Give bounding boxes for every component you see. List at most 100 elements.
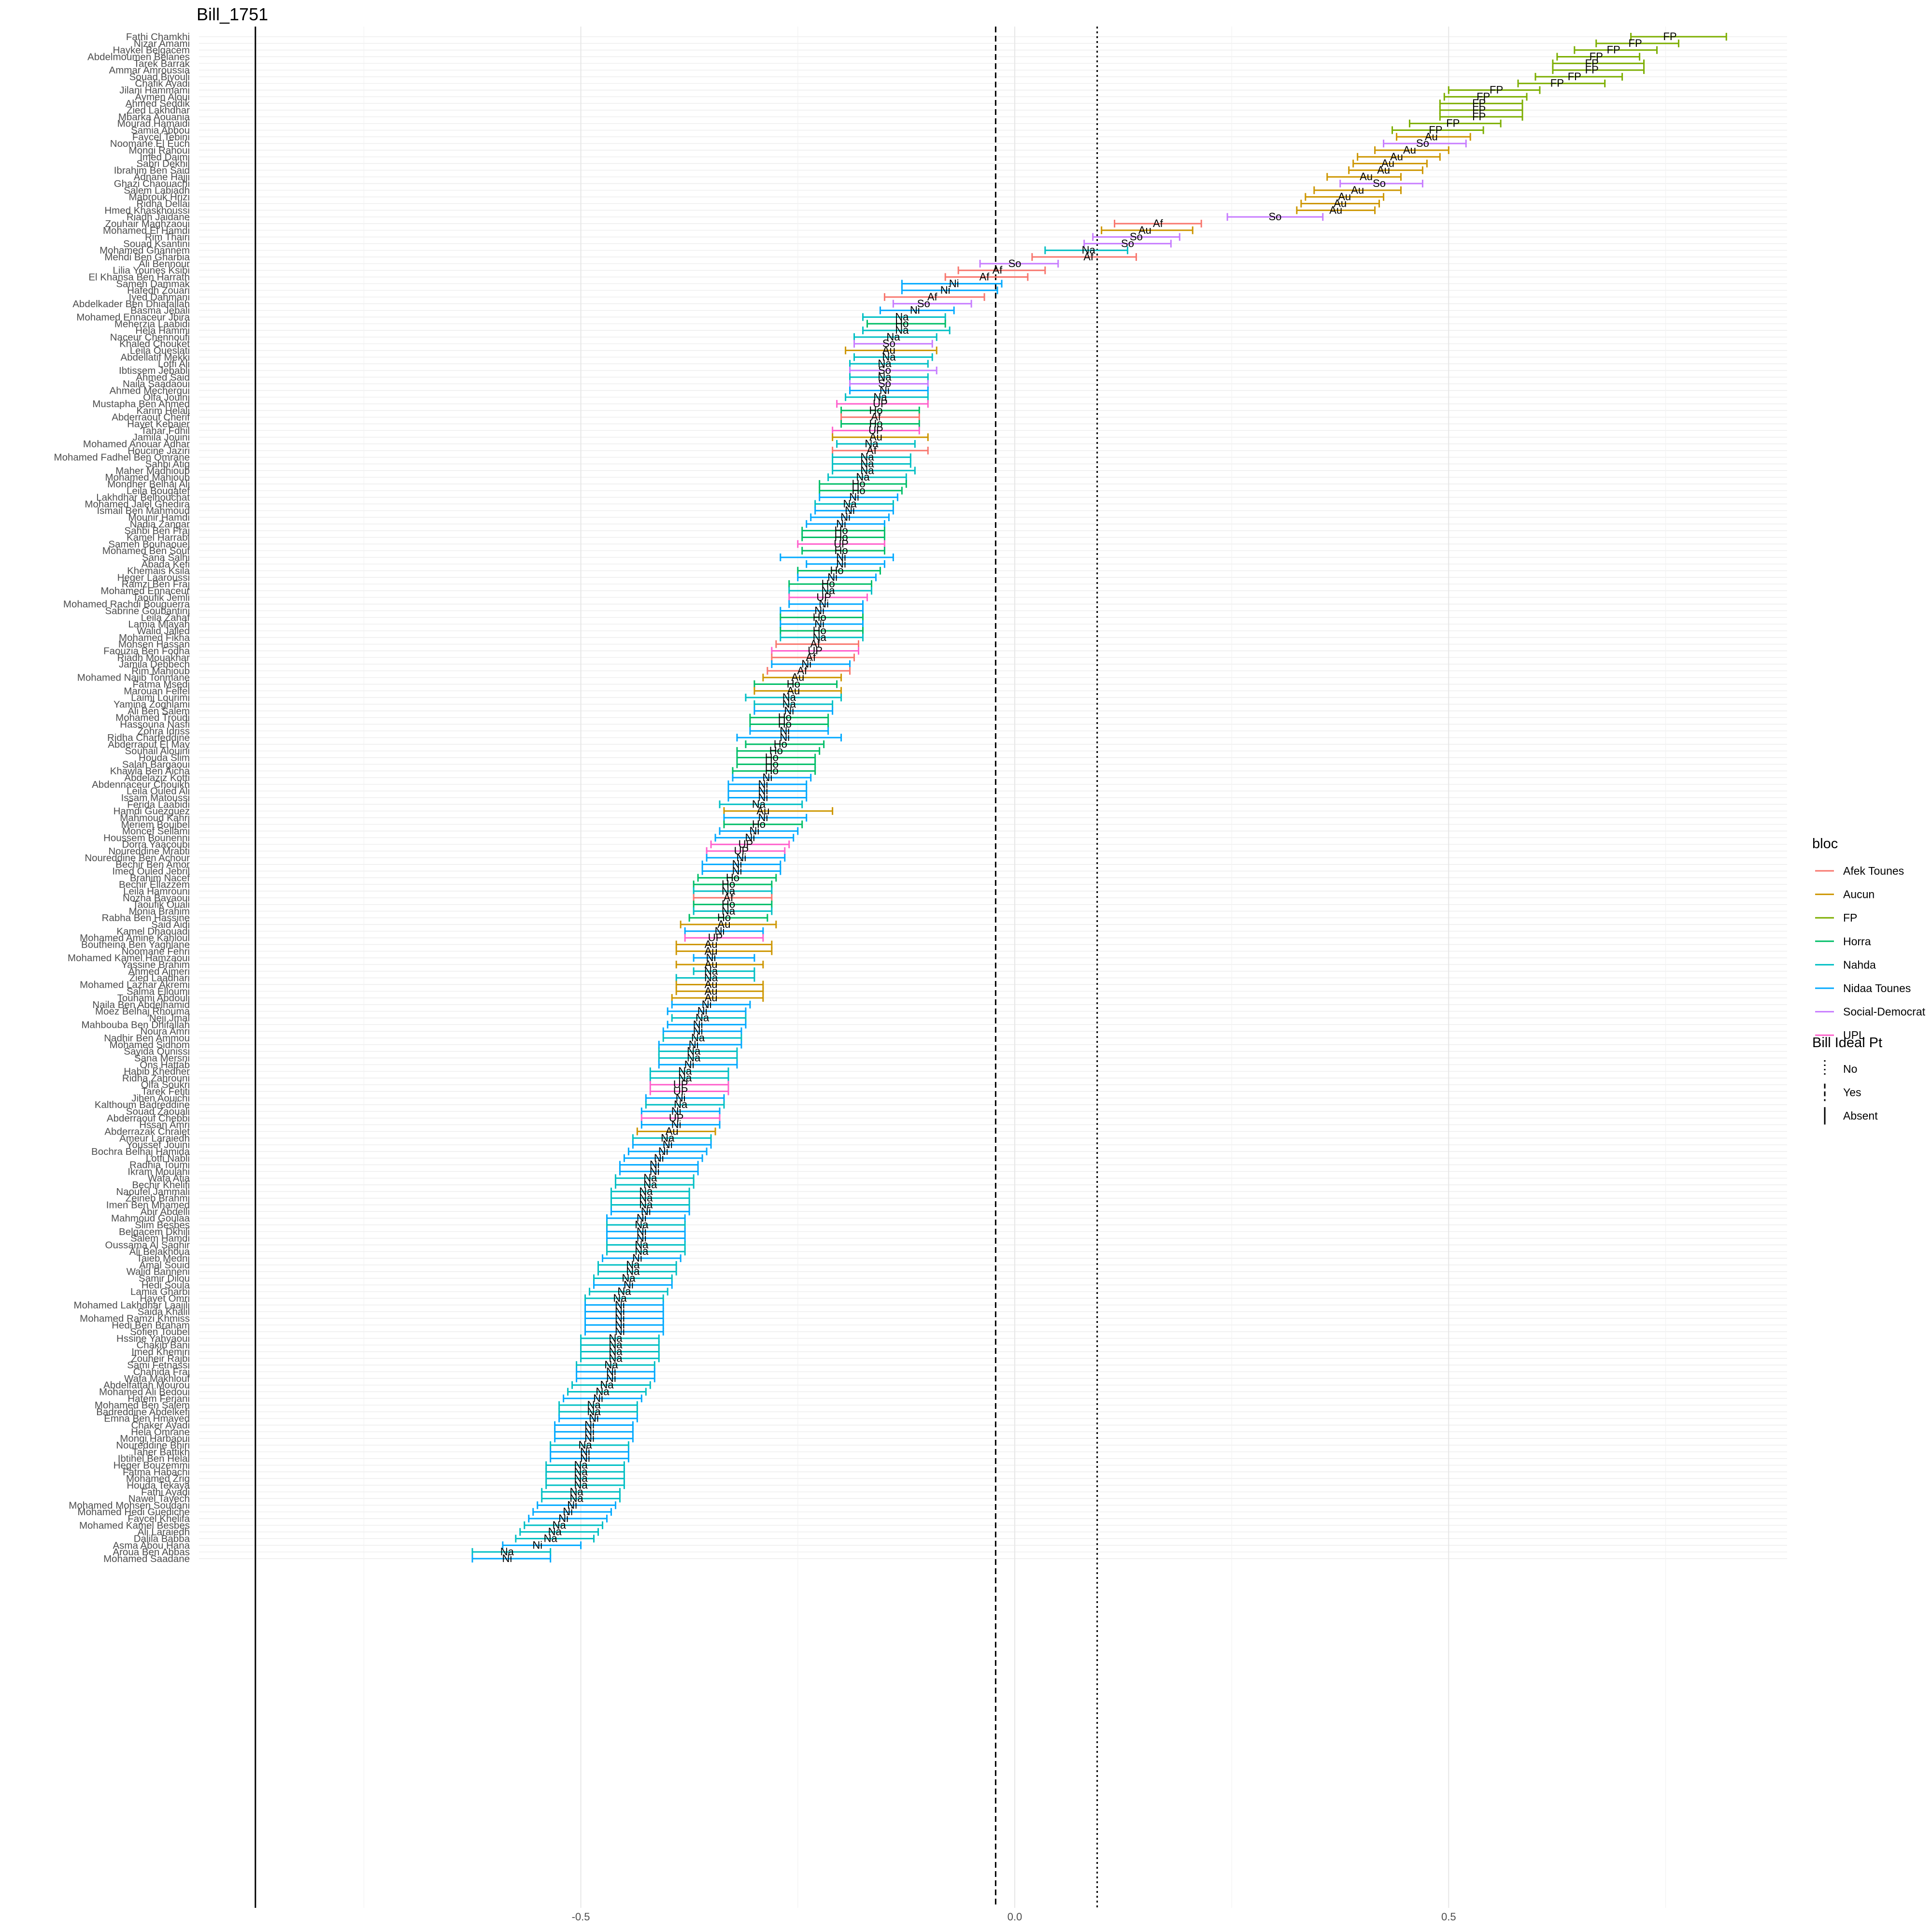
interval-row: Na xyxy=(597,1259,677,1271)
row-label: Nadhir Ben Ammou xyxy=(104,1033,190,1044)
point-label: Na xyxy=(596,1385,610,1397)
row-label: Adnane Hajji xyxy=(134,171,190,183)
point-label: Ni xyxy=(584,1419,595,1431)
row-label: Ameur Laraiedh xyxy=(119,1133,190,1144)
interval-row: Ni xyxy=(537,1499,616,1511)
point-label: Ni xyxy=(758,778,768,790)
point-label: Ni xyxy=(637,1225,647,1237)
interval-row: Ni xyxy=(788,598,864,610)
point-label: Ho xyxy=(752,818,766,830)
point-label: Na xyxy=(622,1272,636,1284)
interval-row: Ni xyxy=(706,852,786,864)
row-label: Boutheina Ben Yaghlane xyxy=(81,939,190,951)
interval-row: Ni xyxy=(610,1205,690,1217)
point-label: Au xyxy=(718,918,731,930)
row-label: Karim Helali xyxy=(137,405,190,416)
row-label: Lotfi Nabli xyxy=(146,1153,190,1164)
point-label: Ni xyxy=(836,558,846,570)
row-label: Tahar Fdhil xyxy=(141,425,190,436)
interval-row: Na xyxy=(550,1439,629,1451)
interval-row: UP xyxy=(649,1079,729,1091)
interval-row: FP xyxy=(1630,30,1727,43)
point-label: Na xyxy=(626,1259,640,1271)
row-label: Noureddine Mrabti xyxy=(108,846,190,857)
interval-row: Ni xyxy=(554,1419,634,1431)
point-label: Ho xyxy=(869,418,882,430)
row-label: Naoufel Jammali xyxy=(116,1186,190,1197)
point-label: Au xyxy=(791,671,804,683)
point-label: Af xyxy=(806,651,816,663)
point-label: Na xyxy=(687,1051,701,1064)
interval-row: Ho xyxy=(801,525,885,537)
row-label: Ahmed Seddik xyxy=(126,98,190,109)
interval-row: Ni xyxy=(584,1325,664,1337)
point-label: FP xyxy=(1585,57,1599,69)
interval-row: Ni xyxy=(623,1152,703,1164)
interval-row: FP xyxy=(1439,104,1523,116)
interval-row: Ni xyxy=(645,1092,725,1104)
interval-row: Ni xyxy=(732,771,812,783)
point-label: So xyxy=(1130,231,1143,243)
point-label: Ni xyxy=(737,852,747,864)
point-label: Au xyxy=(1377,164,1390,176)
interval-row: FP xyxy=(1595,37,1679,49)
row-label: Ali Belakhoua xyxy=(129,1246,190,1257)
row-label: Sabri Dekhil xyxy=(136,158,190,170)
row-label: Mongi Rahoui xyxy=(129,145,190,156)
interval-row: So xyxy=(849,364,938,376)
interval-row: Au xyxy=(1326,170,1402,183)
point-label: Ni xyxy=(580,1446,590,1458)
interval-row: Ho xyxy=(866,317,946,329)
point-label: Ni xyxy=(801,658,811,670)
point-label: Na xyxy=(704,972,718,984)
point-label: Ni xyxy=(940,284,951,296)
point-label: FP xyxy=(1568,71,1581,83)
interval-row: Na xyxy=(610,1185,690,1197)
row-label: Lamia Mlayah xyxy=(128,619,190,630)
row-label: Mohamed Mahjoub xyxy=(105,472,190,483)
row-label: Leila Bougatef xyxy=(127,485,190,497)
point-label: Au xyxy=(705,978,718,990)
row-label: Yassine Brahim xyxy=(121,959,190,970)
row-label: Souhail Alouini xyxy=(125,746,190,757)
row-label: Fathi Ayadi xyxy=(141,1487,190,1498)
interval-row: Af xyxy=(771,651,855,663)
row-label: Rabha Ben Hassine xyxy=(102,912,190,923)
interval-row: Ni xyxy=(736,731,842,743)
row-label: Youssef Jouini xyxy=(127,1139,190,1151)
row-label: Lilia Younes Ksibi xyxy=(113,265,190,276)
point-label: Ni xyxy=(732,865,742,877)
interval-row: Na xyxy=(814,497,894,510)
point-label: Ni xyxy=(676,1092,686,1104)
point-label: Na xyxy=(643,1179,657,1191)
point-label: Af xyxy=(810,638,821,650)
x-axis-ticks: -0.5 0.0 0.5 xyxy=(572,1911,1456,1923)
row-label: Fatma Habachi xyxy=(123,1466,190,1477)
interval-row: Au xyxy=(753,684,842,696)
row-label: Emna Ben Hmayed xyxy=(104,1413,190,1424)
interval-row: FP xyxy=(1534,71,1623,83)
row-label: Lotfi Ali xyxy=(158,358,190,369)
point-label: Ni xyxy=(693,1025,703,1037)
legend-label: UPL xyxy=(1843,1029,1865,1041)
point-label: FP xyxy=(1490,84,1503,96)
row-label: Mohamed Ben Salem xyxy=(95,1400,190,1411)
point-label: Na xyxy=(574,1465,588,1477)
row-label: Mohamed Ennaceur xyxy=(100,585,190,597)
point-label: Ni xyxy=(615,1312,625,1324)
row-label: Hatem Ferjani xyxy=(128,1393,190,1404)
interval-row: Ni xyxy=(879,304,955,316)
row-label: Zied Laadhari xyxy=(129,973,190,984)
interval-row: Na xyxy=(845,391,929,403)
interval-row: Ho xyxy=(749,718,829,730)
interval-row: Na xyxy=(862,311,946,323)
row-label: Mohamed El Hamdi xyxy=(103,225,190,236)
interval-row: Na xyxy=(614,1172,695,1184)
interval-row: Ho xyxy=(840,404,920,416)
row-label: Leila Hamrouni xyxy=(123,886,190,897)
row-label: Laimi Lourimi xyxy=(131,692,190,703)
interval-row: Na xyxy=(606,1245,686,1257)
point-label: Na xyxy=(882,351,896,363)
